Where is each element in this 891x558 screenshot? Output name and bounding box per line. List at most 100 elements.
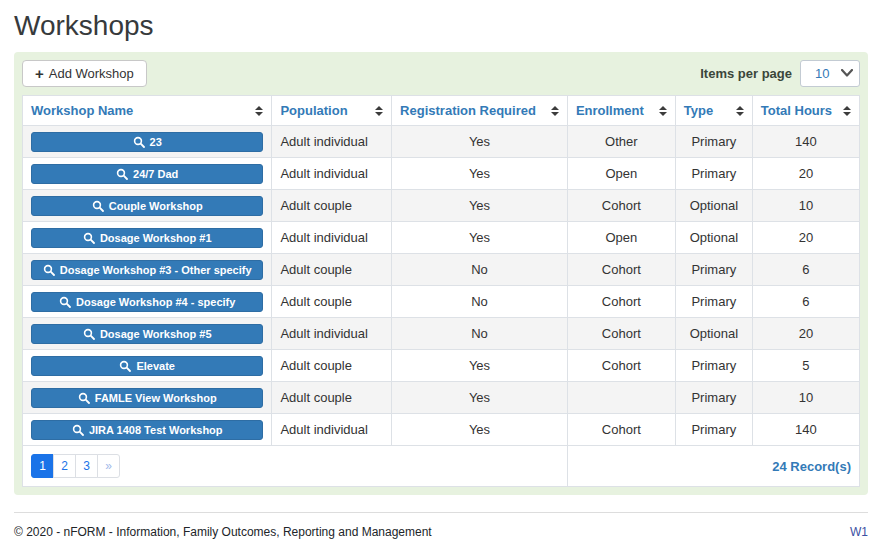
workshop-name-button[interactable]: Elevate (31, 356, 263, 376)
workshop-name-button[interactable]: Dosage Workshop #4 - specify (31, 292, 263, 312)
type-cell: Primary (675, 286, 752, 318)
workshop-name-button[interactable]: Dosage Workshop #3 - Other specify (31, 260, 263, 280)
population-cell: Adult couple (272, 190, 392, 222)
enrollment-cell: Cohort (567, 286, 675, 318)
enrollment-cell: Cohort (567, 414, 675, 446)
population-cell: Adult couple (272, 254, 392, 286)
enrollment-cell: Cohort (567, 254, 675, 286)
magnifier-icon (133, 136, 145, 148)
enrollment-cell: Open (567, 222, 675, 254)
workshop-name-label: 23 (150, 136, 162, 148)
population-cell: Adult individual (272, 318, 392, 350)
magnifier-icon (116, 168, 128, 180)
total-hours-cell: 20 (752, 318, 859, 350)
registration-cell: Yes (392, 382, 568, 414)
version-label: W1 (850, 525, 868, 539)
sort-icon[interactable] (659, 106, 667, 116)
items-per-page-control: Items per page 10 (700, 60, 860, 87)
page-item: 2 (54, 454, 76, 478)
total-hours-cell: 10 (752, 190, 859, 222)
workshop-name-label: Dosage Workshop #4 - specify (76, 296, 235, 308)
registration-cell: Yes (392, 350, 568, 382)
add-workshop-button[interactable]: + Add Workshop (22, 60, 147, 87)
population-cell: Adult individual (272, 222, 392, 254)
total-hours-cell: 5 (752, 350, 859, 382)
workshop-name-label: Couple Workshop (109, 200, 203, 212)
add-workshop-label: Add Workshop (49, 66, 134, 81)
page-link[interactable]: 3 (75, 454, 98, 478)
type-cell: Optional (675, 318, 752, 350)
table-row: Couple Workshop Adult couple Yes Cohort … (23, 190, 860, 222)
sort-icon[interactable] (551, 106, 559, 116)
type-cell: Primary (675, 158, 752, 190)
workshop-name-button[interactable]: 23 (31, 132, 263, 152)
enrollment-cell: Other (567, 126, 675, 158)
column-header-workshop-name[interactable]: Workshop Name (23, 96, 272, 126)
column-header-type[interactable]: Type (675, 96, 752, 126)
magnifier-icon (92, 200, 104, 212)
table-row: Dosage Workshop #1 Adult individual Yes … (23, 222, 860, 254)
table-row: 23 Adult individual Yes Other Primary 14… (23, 126, 860, 158)
population-cell: Adult individual (272, 414, 392, 446)
type-cell: Primary (675, 350, 752, 382)
registration-cell: Yes (392, 414, 568, 446)
sort-icon[interactable] (736, 106, 744, 116)
workshops-panel: + Add Workshop Items per page 10 Worksho… (14, 52, 868, 495)
total-hours-cell: 10 (752, 382, 859, 414)
total-hours-cell: 20 (752, 222, 859, 254)
page-link[interactable]: 2 (53, 454, 76, 478)
page-item: » (98, 454, 120, 478)
registration-cell: Yes (392, 222, 568, 254)
total-hours-cell: 20 (752, 158, 859, 190)
table-row: Dosage Workshop #4 - specify Adult coupl… (23, 286, 860, 318)
table-row: FAMLE View Workshop Adult couple Yes Pri… (23, 382, 860, 414)
table-row: 24/7 Dad Adult individual Yes Open Prima… (23, 158, 860, 190)
workshop-name-button[interactable]: Dosage Workshop #5 (31, 324, 263, 344)
column-header-enrollment[interactable]: Enrollment (567, 96, 675, 126)
records-count: 24 Record(s) (567, 446, 859, 487)
page-link[interactable]: » (97, 454, 120, 478)
population-cell: Adult couple (272, 382, 392, 414)
registration-cell: Yes (392, 190, 568, 222)
page-title: Workshops (14, 0, 868, 52)
page-item: 3 (76, 454, 98, 478)
type-cell: Primary (675, 382, 752, 414)
registration-cell: Yes (392, 158, 568, 190)
workshop-name-label: Dosage Workshop #5 (100, 328, 212, 340)
table-row: JIRA 1408 Test Workshop Adult individual… (23, 414, 860, 446)
population-cell: Adult couple (272, 350, 392, 382)
enrollment-cell: Cohort (567, 350, 675, 382)
registration-cell: No (392, 318, 568, 350)
workshop-name-button[interactable]: Dosage Workshop #1 (31, 228, 263, 248)
items-per-page-select-wrap: 10 (800, 60, 860, 87)
column-header-total-hours[interactable]: Total Hours (752, 96, 859, 126)
workshop-name-label: Dosage Workshop #3 - Other specify (60, 264, 252, 276)
column-header-registration-required[interactable]: Registration Required (392, 96, 568, 126)
table-row: Dosage Workshop #5 Adult individual No C… (23, 318, 860, 350)
workshop-name-button[interactable]: Couple Workshop (31, 196, 263, 216)
registration-cell: No (392, 254, 568, 286)
table-body: 23 Adult individual Yes Other Primary 14… (23, 126, 860, 446)
type-cell: Primary (675, 414, 752, 446)
page-footer: © 2020 - nFORM - Information, Family Out… (14, 512, 868, 539)
items-per-page-select[interactable]: 10 (800, 60, 860, 87)
workshop-name-label: JIRA 1408 Test Workshop (89, 424, 223, 436)
sort-icon[interactable] (255, 106, 263, 116)
workshop-name-label: Elevate (136, 360, 175, 372)
table-footer-row: 123» 24 Record(s) (23, 446, 860, 487)
sort-icon[interactable] (375, 106, 383, 116)
type-cell: Optional (675, 222, 752, 254)
enrollment-cell (567, 382, 675, 414)
workshop-name-button[interactable]: 24/7 Dad (31, 164, 263, 184)
magnifier-icon (83, 232, 95, 244)
magnifier-icon (59, 296, 71, 308)
page-link[interactable]: 1 (31, 454, 54, 478)
column-header-population[interactable]: Population (272, 96, 392, 126)
enrollment-cell: Cohort (567, 318, 675, 350)
registration-cell: No (392, 286, 568, 318)
sort-icon[interactable] (843, 106, 851, 116)
workshop-name-button[interactable]: FAMLE View Workshop (31, 388, 263, 408)
magnifier-icon (78, 392, 90, 404)
total-hours-cell: 6 (752, 254, 859, 286)
workshop-name-button[interactable]: JIRA 1408 Test Workshop (31, 420, 263, 440)
